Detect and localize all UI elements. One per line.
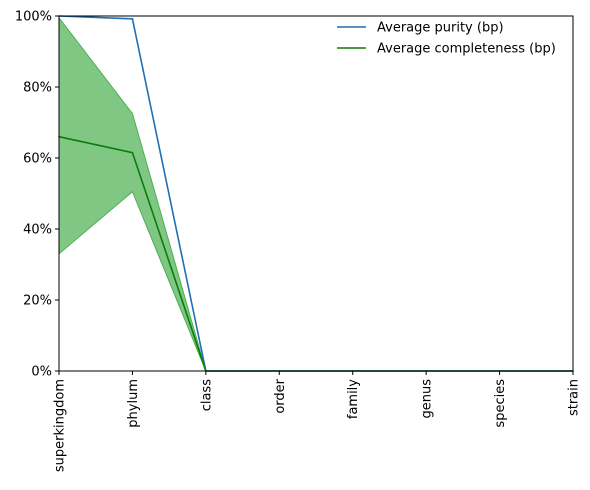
y-tick-label-3: 60% xyxy=(23,152,52,167)
legend-label-0: Average purity (bp) xyxy=(377,21,504,36)
band-layer xyxy=(58,16,573,372)
y-tick-label-0: 0% xyxy=(31,365,52,380)
band-area-1 xyxy=(58,16,573,372)
x-tick-label-0: superkingdom xyxy=(53,379,68,472)
x-axis: superkingdom phylum class order family genus s… xyxy=(53,371,582,472)
x-tick-label-3: order xyxy=(273,378,288,413)
y-tick-label-1: 20% xyxy=(23,294,52,309)
data-point-0-1 xyxy=(131,18,134,20)
x-tick-label-7: strain xyxy=(567,379,582,416)
y-tick-label-5: 100% xyxy=(15,10,52,25)
x-tick-label-1: phylum xyxy=(126,379,141,428)
x-tick-label-6: species xyxy=(493,379,508,428)
data-point-1-1 xyxy=(131,151,134,154)
x-tick-label-5: genus xyxy=(420,379,435,419)
y-axis: 0% 20% 40% 60% 80% 100% xyxy=(15,10,59,380)
plot-frame xyxy=(58,15,574,372)
x-tick-label-2: class xyxy=(199,379,214,411)
x-tick-label-4: family xyxy=(346,379,361,419)
y-tick-label-4: 80% xyxy=(23,81,52,96)
legend: Average purity (bp) Average completeness … xyxy=(337,21,556,57)
y-tick-label-2: 40% xyxy=(23,223,52,238)
legend-label-1: Average completeness (bp) xyxy=(377,42,556,57)
